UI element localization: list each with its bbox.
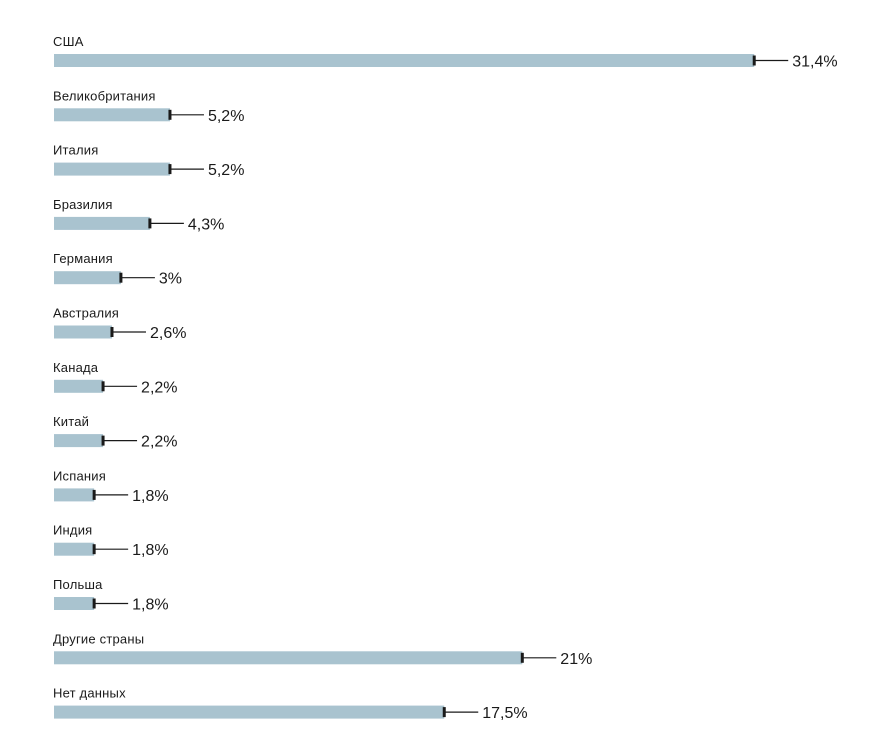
category-label: Китай <box>53 414 89 429</box>
category-label: Канада <box>53 360 99 375</box>
bar-row: США 31,4% <box>53 34 838 71</box>
bar-row: Германия 3% <box>53 251 182 288</box>
bar <box>54 108 170 122</box>
bar <box>54 597 95 610</box>
value-label: 4,3% <box>188 216 224 233</box>
bar-row: Нет данных 17,5% <box>53 686 528 723</box>
bar <box>54 216 150 230</box>
bar <box>54 54 755 67</box>
bar-row: Великобритания 5,2% <box>53 88 244 125</box>
bar <box>54 325 112 339</box>
value-label: 1,8% <box>132 542 168 559</box>
bar-row: Индия 1,8% <box>53 523 169 560</box>
category-label: Австралия <box>53 306 119 321</box>
bar-row: Испания 1,8% <box>53 468 169 505</box>
bar-row: Бразилия 4,3% <box>53 197 224 234</box>
bar <box>54 651 523 665</box>
bar <box>54 488 95 502</box>
bar-row: Австралия 2,6% <box>53 306 186 343</box>
category-label: США <box>53 34 84 49</box>
value-label: 2,2% <box>141 434 177 451</box>
bar <box>54 379 104 393</box>
category-label: Нет данных <box>53 686 126 701</box>
category-label: Испания <box>53 468 106 483</box>
value-label: 1,8% <box>132 488 168 505</box>
value-label: 1,8% <box>132 597 168 614</box>
category-label: Бразилия <box>53 197 113 212</box>
category-label: Польша <box>53 577 103 592</box>
value-label: 3% <box>159 271 182 288</box>
category-label: Германия <box>53 251 113 266</box>
bar <box>54 705 445 719</box>
bars-layer: США 31,4% Великобритания 5,2% Италия 5,2% Браз… <box>53 34 838 722</box>
value-label: 2,2% <box>141 379 177 396</box>
value-label: 21% <box>560 651 592 668</box>
bar-row: Другие страны 21% <box>53 631 592 668</box>
category-label: Индия <box>53 523 92 538</box>
value-label: 5,2% <box>208 162 244 179</box>
category-label: Италия <box>53 143 98 158</box>
bar-row: Китай 2,2% <box>53 414 178 451</box>
category-label: Великобритания <box>53 88 156 103</box>
bar <box>54 434 104 448</box>
value-label: 17,5% <box>482 705 527 722</box>
category-label: Другие страны <box>53 631 144 646</box>
value-label: 5,2% <box>208 108 244 125</box>
bar <box>54 542 95 556</box>
bar-row: Италия 5,2% <box>53 143 244 180</box>
value-label: 2,6% <box>150 325 186 342</box>
bar-row: Канада 2,2% <box>53 360 178 397</box>
bar <box>54 271 121 285</box>
bar-row: Польша 1,8% <box>53 577 169 614</box>
bar <box>54 162 170 176</box>
value-label: 31,4% <box>792 54 837 71</box>
